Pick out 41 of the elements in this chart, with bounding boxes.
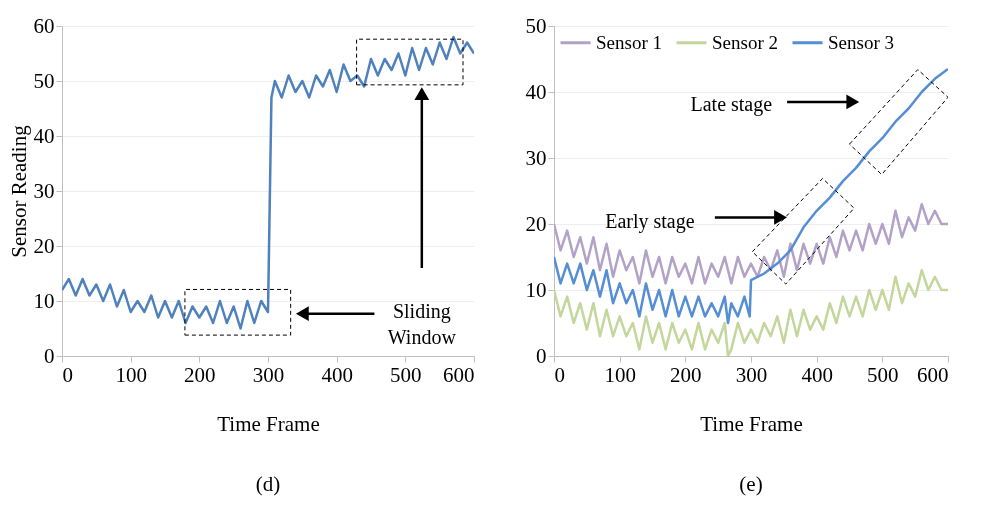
x-tick-label: 200 — [670, 362, 702, 387]
text: (d) — [255, 472, 281, 496]
x-tick-label: 600 — [443, 362, 475, 387]
y-tick-label: 50 — [33, 68, 55, 93]
y-tick-label: 10 — [33, 288, 55, 313]
x-tick-label: 400 — [321, 362, 353, 387]
x-tick-label: 100 — [115, 362, 147, 387]
legend-label: Sensor 2 — [712, 31, 778, 53]
annotation: Late stage — [690, 93, 773, 117]
y-tick-label: 50 — [525, 13, 547, 38]
x-tick-label: 500 — [867, 362, 899, 387]
y-tick-label: 0 — [536, 343, 547, 368]
y-tick-label: 10 — [525, 277, 547, 302]
x-tick-label: 400 — [801, 362, 833, 387]
line-series — [554, 202, 948, 285]
x-tick-label: 300 — [735, 362, 768, 387]
y-tick-label: 60 — [33, 13, 55, 38]
annotation: Sliding Window — [387, 300, 457, 348]
text: (e) — [739, 472, 763, 496]
x-tick-label: 100 — [604, 362, 636, 387]
annotation: Early stage — [605, 210, 695, 234]
y-tick-label: 30 — [33, 178, 55, 203]
x-tick-label: 500 — [390, 362, 422, 387]
y-tick-label: 40 — [525, 79, 547, 104]
y-tick-label: 0 — [44, 343, 55, 368]
x-tick-label: 600 — [917, 362, 949, 387]
line-series — [62, 35, 474, 330]
x-tick-label: 200 — [184, 362, 216, 387]
y-tick-label: 40 — [33, 123, 55, 148]
legend-label: Sensor 1 — [596, 31, 662, 53]
x-axis-title: Time Frame — [700, 411, 803, 436]
y-tick-label: 20 — [525, 211, 547, 236]
y-tick-label: 20 — [33, 233, 55, 258]
x-axis-title: Time Frame — [217, 411, 320, 436]
legend-label: Sensor 3 — [828, 31, 894, 53]
x-tick-label: 0 — [62, 362, 73, 387]
x-tick-label: 0 — [554, 362, 565, 387]
y-tick-label: 30 — [525, 145, 547, 170]
x-tick-label: 300 — [252, 362, 285, 387]
y-axis-title: Sensor Reading — [6, 124, 31, 258]
line-series — [554, 67, 948, 325]
